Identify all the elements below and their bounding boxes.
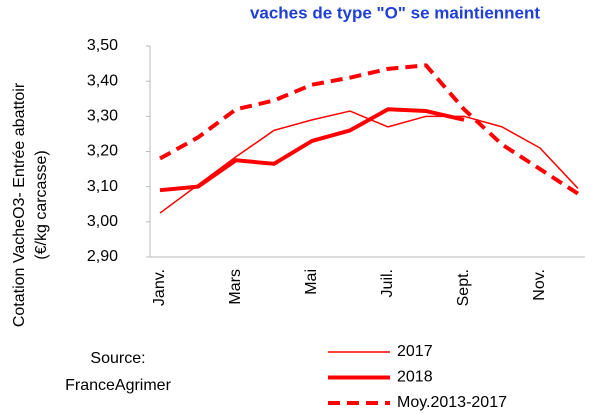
y-tick-label: 3,30: [87, 108, 118, 125]
source: FranceAgrimer: [65, 377, 171, 394]
y-tick-label: 3,10: [87, 178, 118, 195]
y-tick-label: 3,40: [87, 72, 118, 89]
y-axis-label: Cotation VacheO3- Entrée abattoir: [11, 82, 28, 327]
x-tick-label: Juil.: [379, 269, 396, 297]
series-line: [159, 110, 579, 214]
legend-label: 2017: [397, 343, 433, 360]
y-tick-label: 3,00: [87, 213, 118, 230]
chart-title: vaches de type "O" se maintiennent: [250, 3, 540, 22]
source: Source:: [90, 350, 145, 367]
x-tick-label: Janv.: [151, 269, 168, 306]
series-line: [159, 107, 465, 193]
x-tick-label: Nov.: [531, 269, 548, 301]
y-tick-label: 3,50: [87, 37, 118, 54]
y-axis-label: (€/kg carcasse): [33, 150, 50, 259]
legend-label: Moy.2013-2017: [397, 394, 507, 411]
x-tick-label: Sept.: [455, 269, 472, 306]
x-tick-label: Mai: [303, 269, 320, 295]
y-tick-label: 3,20: [87, 143, 118, 160]
y-tick-label: 2,90: [87, 248, 118, 265]
x-tick-label: Mars: [227, 269, 244, 305]
series-line: [159, 63, 580, 196]
legend-label: 2018: [397, 369, 433, 386]
